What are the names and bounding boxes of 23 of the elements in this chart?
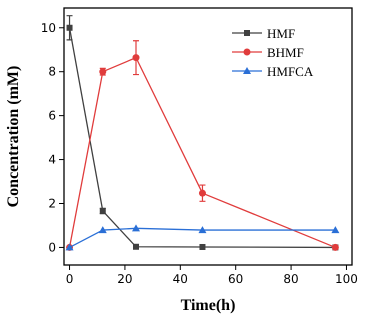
point bbox=[199, 244, 206, 250]
y-tick-label: 0 bbox=[48, 240, 56, 254]
legend-label: HMFCA bbox=[267, 64, 314, 79]
y-axis-title: Concentration (mM) bbox=[5, 66, 22, 208]
x-tick-label: 80 bbox=[283, 272, 299, 286]
y-tick-label: 4 bbox=[48, 152, 56, 167]
x-tick-label: 20 bbox=[117, 272, 133, 286]
point bbox=[133, 244, 139, 250]
y-tick-label: 10 bbox=[40, 20, 56, 35]
point bbox=[98, 226, 107, 234]
point bbox=[198, 226, 206, 234]
point bbox=[132, 224, 140, 232]
x-tick-label: 60 bbox=[228, 272, 244, 286]
point bbox=[331, 226, 340, 234]
y-tick-label: 2 bbox=[48, 196, 56, 210]
legend-label: HMF bbox=[267, 26, 296, 41]
x-tick-label: 40 bbox=[172, 272, 188, 286]
x-tick-label: 0 bbox=[66, 272, 74, 286]
y-tick-label: 8 bbox=[48, 64, 56, 79]
legend-label: BHMF bbox=[267, 45, 304, 60]
y-tick-label: 6 bbox=[48, 108, 56, 123]
x-axis-title: Time(h) bbox=[180, 297, 236, 314]
x-tick-label: 100 bbox=[335, 272, 358, 286]
